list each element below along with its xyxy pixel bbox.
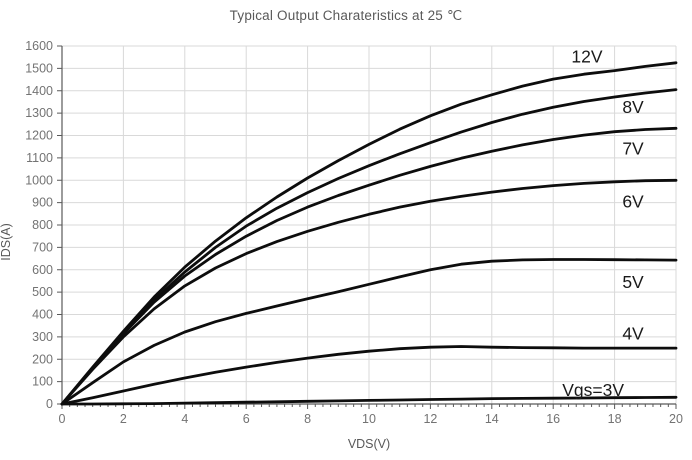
x-tick-label: 18: [608, 412, 622, 426]
x-tick-label: 10: [362, 412, 376, 426]
curve-label-7v: 7V: [622, 138, 644, 158]
y-tick-label: 700: [32, 240, 53, 254]
curve-label-12v: 12V: [571, 47, 602, 67]
curve-vgs-5v: [60, 258, 678, 406]
x-axis-title: VDS(V): [347, 437, 391, 451]
chart-title: Typical Output Charateristics at 25 ℃: [229, 8, 463, 23]
curve-vgs-7v: [60, 126, 678, 406]
x-tick-label: 4: [181, 412, 188, 426]
x-tick-label: 2: [120, 412, 127, 426]
curve-vgs-12v: [60, 61, 678, 406]
y-tick-label: 900: [32, 196, 53, 210]
y-tick-label: 200: [32, 352, 53, 366]
curve-label-5v: 5V: [622, 272, 644, 292]
y-axis-title: IDS(A): [0, 223, 13, 261]
y-tick-label: 600: [32, 263, 53, 277]
x-tick-label: 0: [59, 412, 66, 426]
x-tick-label: 8: [304, 412, 311, 426]
y-tick-label: 0: [46, 397, 53, 411]
x-tick-label: 20: [669, 412, 683, 426]
curve-label-vgs-3v: Vgs=3V: [562, 380, 624, 400]
x-tick-label: 16: [546, 412, 560, 426]
y-tick-label: 300: [32, 330, 53, 344]
y-tick-label: 1300: [25, 106, 53, 120]
curve-vgs-6v: [60, 178, 678, 406]
y-tick-label: 1000: [25, 173, 53, 187]
x-tick-label: 6: [243, 412, 250, 426]
y-tick-label: 1500: [25, 61, 53, 75]
curve-label-4v: 4V: [622, 324, 644, 344]
y-tick-label: 1400: [25, 84, 53, 98]
x-tick-label: 14: [485, 412, 499, 426]
curve-label-8v: 8V: [622, 97, 644, 117]
y-tick-label: 1600: [25, 39, 53, 53]
y-tick-label: 400: [32, 308, 53, 322]
y-tick-label: 1200: [25, 129, 53, 143]
curve-vgs-4v: [60, 345, 678, 406]
y-tick-label: 800: [32, 218, 53, 232]
curve-vgs-3v: [60, 395, 678, 406]
curve-vgs-8v: [60, 88, 678, 406]
y-tick-label: 1100: [26, 151, 53, 165]
y-tick-label: 500: [32, 285, 53, 299]
y-tick-label: 100: [32, 375, 53, 389]
x-tick-label: 12: [423, 412, 437, 426]
curve-label-6v: 6V: [622, 192, 644, 212]
